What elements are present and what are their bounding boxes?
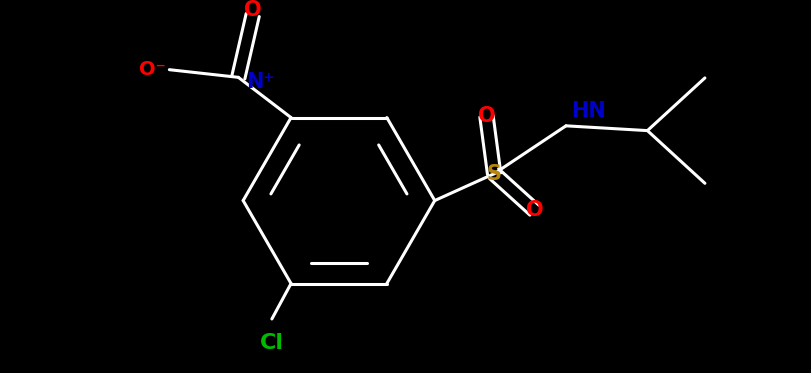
Text: S: S bbox=[486, 164, 501, 184]
Text: O: O bbox=[477, 106, 495, 126]
Text: N⁺: N⁺ bbox=[246, 72, 274, 92]
Text: O: O bbox=[243, 0, 261, 20]
Text: O: O bbox=[525, 200, 543, 220]
Text: HN: HN bbox=[570, 101, 605, 121]
Text: O⁻: O⁻ bbox=[139, 60, 165, 79]
Text: Cl: Cl bbox=[260, 333, 284, 353]
